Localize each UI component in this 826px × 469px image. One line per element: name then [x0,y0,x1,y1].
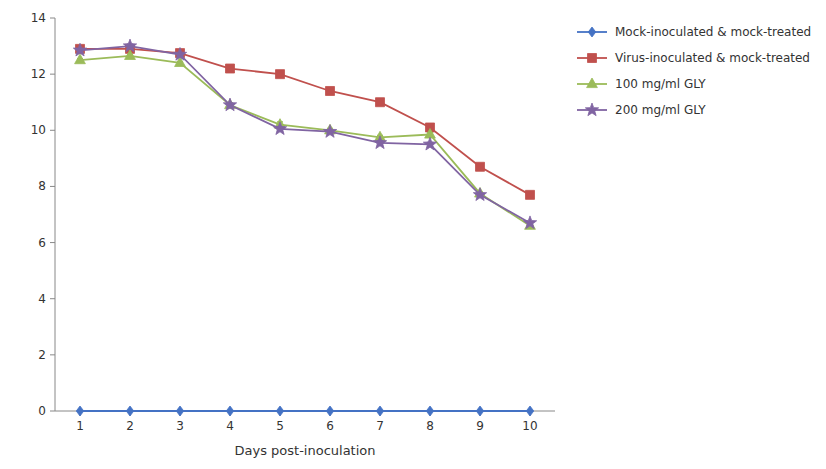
y-tick [50,74,55,75]
point [276,406,284,416]
point [126,406,134,416]
legend-marker [588,27,596,37]
point [323,125,336,138]
legend-label: Mock-inoculated & mock-treated [615,25,811,39]
y-tick-label: 12 [31,67,46,81]
point [473,188,486,201]
point [276,70,285,79]
plot-area [73,39,536,416]
y-axis-line [55,18,56,411]
point [423,137,436,150]
point [226,406,234,416]
y-tick-label: 10 [31,123,46,137]
point [326,406,334,416]
chart: 1234567891002468101214Days post-inoculat… [0,0,826,469]
y-tick-label: 14 [31,11,46,25]
point [523,216,536,229]
y-tick-label: 0 [38,404,46,418]
point [123,39,136,52]
point [173,47,186,60]
legend-label: Virus-inoculated & mock-treated [615,51,810,65]
series-line [80,410,530,412]
x-tick-label: 8 [426,419,434,433]
x-tick-label: 6 [326,419,334,433]
y-tick [50,186,55,187]
x-axis-label: Days post-inoculation [234,443,375,458]
point [526,406,534,416]
point [273,122,286,135]
x-tick-label: 3 [176,419,184,433]
y-tick [50,130,55,131]
point [426,406,434,416]
y-tick-label: 6 [38,236,46,250]
x-tick-label: 9 [476,419,484,433]
point [373,136,386,149]
series-line [80,56,530,226]
x-tick-label: 10 [522,419,537,433]
point [476,406,484,416]
point [73,43,86,56]
legend: Mock-inoculated & mock-treated Virus-inoc… [577,25,811,117]
series [75,50,536,229]
y-tick-label: 8 [38,179,46,193]
legend-marker [585,103,598,116]
y-tick-label: 2 [38,348,46,362]
x-tick-label: 4 [226,419,234,433]
point [226,64,235,73]
point [326,86,335,95]
series-line [80,46,530,223]
x-tick-label: 2 [126,419,134,433]
x-tick-label: 5 [276,419,284,433]
y-tick [50,354,55,355]
point [376,98,385,107]
point [376,406,384,416]
x-tick-label: 1 [76,419,84,433]
y-tick [50,18,55,19]
series [73,39,536,229]
point [76,406,84,416]
point [526,190,535,199]
y-tick [50,242,55,243]
y-tick [50,411,55,412]
y-tick-label: 4 [38,292,46,306]
y-tick [50,298,55,299]
x-tick-label: 7 [376,419,384,433]
point [223,98,236,111]
legend-label: 100 mg/ml GLY [615,77,706,91]
axes: 1234567891002468101214 [31,11,555,433]
legend-marker [587,78,598,88]
point [176,406,184,416]
point [476,162,485,171]
legend-label: 200 mg/ml GLY [615,103,706,117]
legend-marker [588,54,597,63]
series [76,406,534,416]
